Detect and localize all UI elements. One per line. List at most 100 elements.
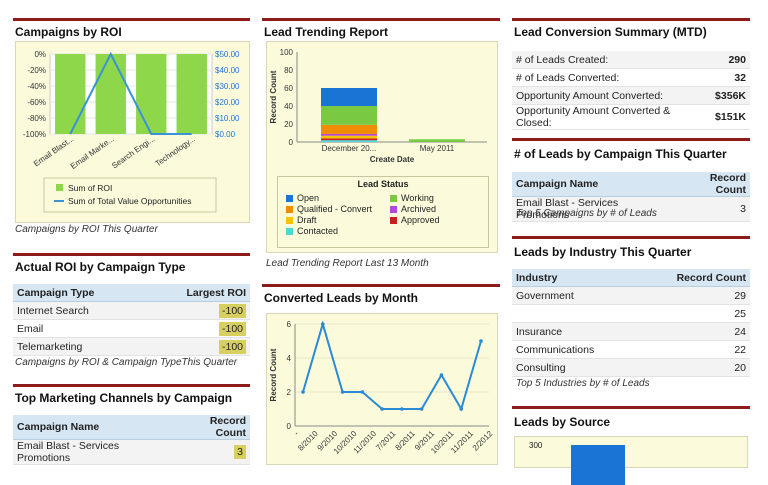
table-row[interactable]: Consulting 20 — [512, 358, 750, 377]
table-row[interactable]: Insurance 24 — [512, 322, 750, 341]
trending-bar-segment — [409, 139, 465, 142]
section-divider — [512, 406, 750, 409]
actual-roi-table: Campaign Type Largest ROI Internet Searc… — [13, 284, 250, 356]
column-header-largest-roi[interactable]: Largest ROI — [145, 284, 250, 302]
table-row[interactable]: 25 — [512, 304, 750, 323]
industry-cell: Consulting — [512, 358, 638, 377]
converted-point — [400, 407, 404, 411]
trending-y-tick: 80 — [284, 66, 293, 75]
leads-by-campaign-table: Campaign Name Record Count Email Blast -… — [512, 172, 750, 222]
summary-label: Opportunity Amount Converted: — [512, 86, 712, 105]
roi-right-tick: $20.00 — [215, 98, 240, 107]
roi-legend-box — [43, 177, 217, 213]
roi-bar — [176, 54, 207, 134]
roi-legend-label: Sum of Total Value Opportunities — [68, 196, 191, 206]
trending-y-tick: 0 — [289, 138, 294, 147]
roi-right-tick: $0.00 — [215, 130, 236, 139]
converted-leads-chart[interactable]: 6 4 2 0 Record Count -8/2010 9/2010 10/2010 11/2… — [266, 313, 498, 465]
summary-label: Opportunity Amount Converted & Closed: — [512, 104, 712, 130]
campaign-name-cell: Email Blast - Services Promotions — [512, 196, 674, 222]
top-channels-title[interactable]: Top Marketing Channels by Campaign — [15, 391, 233, 405]
converted-y-tick: 4 — [287, 354, 292, 363]
table-row[interactable]: Email Blast - Services Promotions 3 — [512, 196, 750, 222]
summary-row: # of Leads Converted: 32 — [512, 68, 750, 87]
roi-category-label: Email Marke... — [69, 134, 116, 171]
column-header-industry[interactable]: Industry — [512, 269, 638, 287]
campaigns-by-roi-chart[interactable]: 0% -20% -40% -60% -80% -100% $50.00 $40.00 $30.0… — [15, 41, 250, 223]
column-header-campaign-type[interactable]: Campaign Type — [13, 284, 146, 302]
industry-cell: Government — [512, 286, 638, 305]
summary-label: # of Leads Created: — [512, 51, 712, 69]
table-row[interactable]: Telemarketing -100 — [13, 337, 250, 356]
lead-trending-title[interactable]: Lead Trending Report — [264, 25, 389, 39]
roi-left-tick: -100% — [23, 130, 46, 139]
section-divider — [512, 18, 750, 21]
legend-item-open: Open — [286, 193, 319, 203]
conversion-summary-title[interactable]: Lead Conversion Summary (MTD) — [514, 25, 707, 39]
table-row[interactable]: Email -100 — [13, 319, 250, 338]
converted-leads-title[interactable]: Converted Leads by Month — [264, 291, 419, 305]
record-count-cell: 29 — [637, 286, 750, 305]
lead-trending-svg: 100 80 60 40 20 0 Record Count December 20... Ma… — [269, 48, 487, 164]
trending-bar-segment — [321, 124, 377, 134]
record-count-cell: 20 — [637, 358, 750, 377]
conversion-summary-table: # of Leads Created: 290 # of Leads Conver… — [512, 51, 750, 130]
actual-roi-title[interactable]: Actual ROI by Campaign Type — [15, 260, 186, 274]
roi-left-tick: -80% — [27, 114, 46, 123]
table-header-row: Industry Record Count — [512, 269, 750, 287]
column-header-record-count[interactable]: Record Count — [637, 269, 750, 287]
roi-right-tick: $10.00 — [215, 114, 240, 123]
table-row[interactable]: Government 29 — [512, 286, 750, 305]
converted-point — [360, 390, 365, 394]
actual-roi-component: Actual ROI by Campaign Type Campaign Typ… — [13, 253, 250, 373]
roi-legend-swatch — [56, 184, 63, 191]
converted-x-tick: 7/2011 — [374, 429, 398, 453]
summary-value: 32 — [711, 68, 750, 87]
table-row[interactable]: Email Blast - Services Promotions 3 — [13, 439, 250, 465]
legend-item-qualified: Qualified - Convert — [286, 204, 372, 214]
column-header-campaign-name[interactable]: Campaign Name — [13, 415, 175, 440]
table-row[interactable]: Internet Search -100 — [13, 301, 250, 320]
trending-bar-segment — [321, 133, 377, 136]
roi-value-line — [69, 51, 192, 135]
roi-bar — [55, 54, 86, 134]
summary-value: 290 — [711, 51, 750, 69]
converted-point — [459, 407, 464, 411]
leads-by-campaign-title[interactable]: # of Leads by Campaign This Quarter — [514, 147, 727, 161]
leads-by-source-title[interactable]: Leads by Source — [514, 415, 611, 429]
campaigns-by-roi-title[interactable]: Campaigns by ROI — [15, 25, 122, 39]
legend-item-archived: Archived — [390, 204, 436, 214]
converted-x-tick: 8/2011 — [394, 429, 418, 453]
legend-item-working: Working — [390, 193, 434, 203]
trending-bar-segment — [321, 88, 377, 106]
table-row[interactable]: Communications 22 — [512, 340, 750, 359]
converted-y-tick: 0 — [287, 422, 292, 431]
trending-bar-segment — [321, 138, 377, 141]
record-count-cell: 22 — [637, 340, 750, 359]
lead-status-legend: Lead Status Open Working Qualified - Con… — [277, 176, 489, 248]
table-header-row: Campaign Type Largest ROI — [13, 284, 250, 302]
leads-by-industry-title[interactable]: Leads by Industry This Quarter — [514, 245, 692, 259]
roi-category-label: Search Engi... — [110, 134, 156, 170]
leads-by-source-ytick: 300 — [529, 441, 543, 450]
section-divider — [13, 253, 250, 256]
top-channels-table: Campaign Name Record Count Email Blast -… — [13, 415, 250, 465]
campaigns-by-roi-svg: 0% -20% -40% -60% -80% -100% $50.00 $40.00 $30.0… — [23, 50, 240, 213]
summary-row: Opportunity Amount Converted: $356K — [512, 86, 750, 105]
summary-value: $356K — [711, 86, 750, 105]
column-header-campaign-name[interactable]: Campaign Name — [512, 172, 674, 197]
trending-bar-segment — [321, 106, 377, 125]
roi-left-tick: -60% — [27, 98, 46, 107]
roi-category-label: Technology... — [154, 134, 197, 168]
column-header-record-count[interactable]: Record Count — [673, 172, 750, 197]
industry-cell: Communications — [512, 340, 638, 359]
lead-trending-chart[interactable]: 100 80 60 40 20 0 Record Count December 20... Ma… — [266, 41, 498, 253]
column-header-record-count[interactable]: Record Count — [174, 415, 250, 440]
industry-cell: Insurance — [512, 322, 638, 341]
leads-by-source-component: Leads by Source 300 — [512, 406, 750, 485]
record-count-value: 3 — [234, 445, 246, 459]
trending-y-tick: 100 — [280, 48, 294, 57]
roi-right-tick: $50.00 — [215, 50, 240, 59]
section-divider — [262, 284, 500, 287]
leads-by-source-chart[interactable]: 300 — [514, 436, 748, 485]
